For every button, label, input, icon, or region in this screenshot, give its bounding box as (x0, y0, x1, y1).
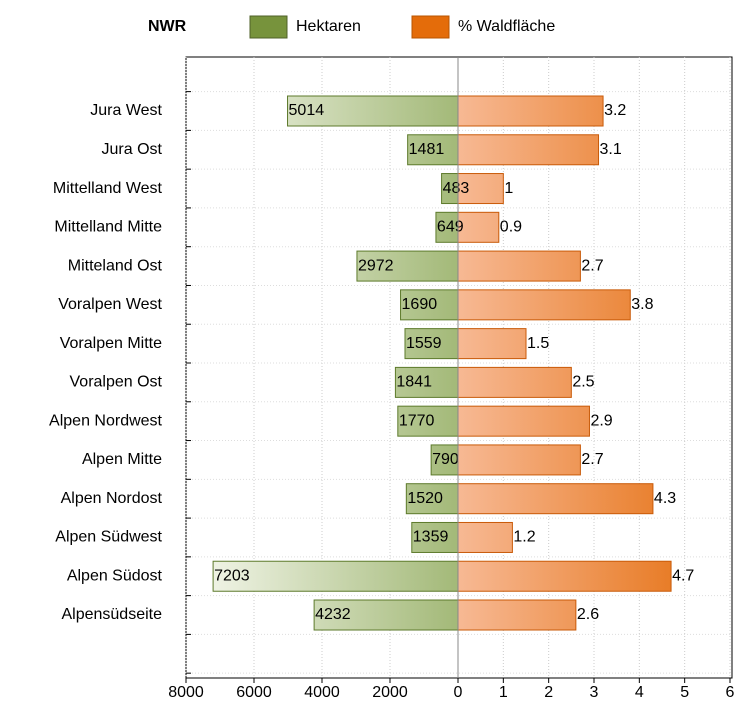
y-tick-label: Mittelland Mitte (54, 219, 162, 236)
y-tick-label: Jura West (90, 102, 162, 119)
x2-tick-label: 1 (499, 684, 508, 701)
data-label: 5014 (289, 102, 325, 119)
bar (457, 599, 577, 631)
data-label: 1 (504, 180, 513, 197)
bar (400, 289, 459, 321)
x-tick-label: 0 (454, 684, 463, 701)
bar (457, 405, 590, 437)
x-tick-label: 8000 (168, 684, 204, 701)
data-label: 649 (437, 219, 464, 236)
bar (457, 173, 504, 205)
data-label: 4.3 (654, 490, 676, 507)
data-label: 7203 (214, 567, 250, 584)
bar (356, 250, 459, 282)
data-label: 3.2 (604, 102, 626, 119)
bar (313, 599, 459, 631)
data-label: 1.5 (527, 335, 549, 352)
bar (457, 250, 581, 282)
y-tick-label: Voralpen West (58, 296, 162, 313)
data-label: 1481 (409, 141, 445, 158)
y-tick-label: Alpen Südwest (55, 529, 162, 546)
data-label: 1690 (402, 296, 438, 313)
x2-tick-label: 3 (590, 684, 599, 701)
y-tick-label: Voralpen Ost (70, 374, 163, 391)
data-label: 3.8 (631, 296, 653, 313)
y-tick-label: Alpen Mitte (82, 451, 162, 468)
bar (457, 134, 600, 166)
data-label: 2.5 (572, 374, 594, 391)
legend-title: NWR (148, 18, 187, 35)
data-label: 4.7 (672, 567, 694, 584)
data-label: 2.7 (581, 257, 603, 274)
bar (457, 328, 527, 360)
data-label: 4232 (315, 606, 351, 623)
bar (457, 483, 654, 515)
data-label: 1559 (406, 335, 442, 352)
legend-label: Hektaren (296, 18, 361, 35)
bar (457, 95, 604, 127)
x2-tick-label: 5 (680, 684, 689, 701)
x-tick-label: 2000 (372, 684, 408, 701)
bar (457, 444, 581, 476)
data-label: 2.7 (581, 451, 603, 468)
data-label: 483 (443, 180, 470, 197)
y-tick-label: Alpen Südost (67, 567, 163, 584)
data-label: 1520 (407, 490, 443, 507)
legend-label: % Waldfläche (458, 18, 555, 35)
data-label: 1359 (413, 529, 449, 546)
legend-swatch (411, 15, 450, 39)
bar (457, 521, 513, 553)
data-label: 2.9 (590, 412, 612, 429)
data-label: 1.2 (513, 529, 535, 546)
data-label: 2.6 (577, 606, 599, 623)
data-label: 3.1 (600, 141, 622, 158)
y-tick-label: Alpensüdseite (61, 606, 162, 623)
y-tick-label: Alpen Nordwest (49, 412, 163, 429)
data-label: 1841 (396, 374, 432, 391)
x-tick-label: 6000 (236, 684, 272, 701)
legend-swatch (249, 15, 288, 39)
bar (430, 444, 459, 476)
bar (457, 211, 500, 243)
bar (287, 95, 459, 127)
bar (457, 366, 572, 398)
y-tick-label: Voralpen Mitte (60, 335, 162, 352)
data-label: 0.9 (500, 219, 522, 236)
plot-frame (185, 56, 733, 679)
bar (212, 560, 459, 592)
bar (457, 560, 672, 592)
y-tick-label: Jura Ost (102, 141, 163, 158)
x2-tick-label: 6 (726, 684, 735, 701)
x2-tick-label: 4 (635, 684, 644, 701)
data-label: 1770 (399, 412, 435, 429)
y-tick-label: Alpen Nordost (61, 490, 163, 507)
data-label: 2972 (358, 257, 394, 274)
data-label: 790 (432, 451, 459, 468)
y-tick-label: Mittelland West (53, 180, 163, 197)
y-tick-label: Mitteland Ost (68, 257, 163, 274)
bar (457, 289, 631, 321)
x-tick-label: 4000 (304, 684, 340, 701)
x2-tick-label: 2 (544, 684, 553, 701)
bar (397, 405, 459, 437)
